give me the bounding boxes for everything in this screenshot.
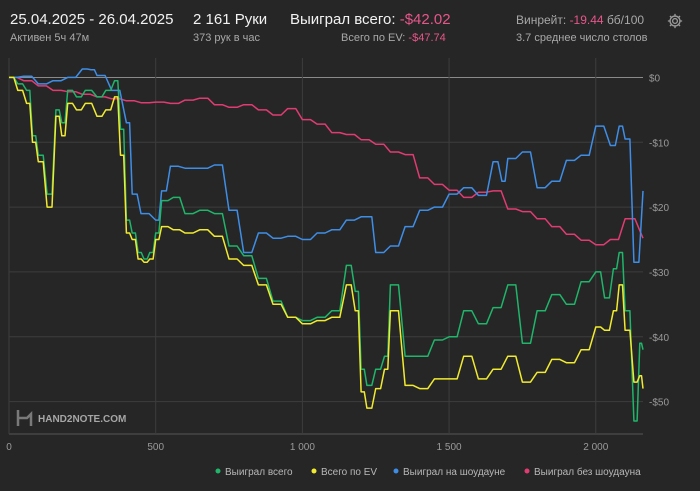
hands-per-hour: 373 рук в час bbox=[193, 32, 261, 44]
x-tick-label: 500 bbox=[147, 442, 164, 453]
legend-item: Выиграл на шоудауне bbox=[393, 467, 506, 478]
legend-dot bbox=[393, 468, 399, 474]
legend-dot bbox=[524, 468, 530, 474]
x-tick-label: 1 500 bbox=[437, 442, 462, 453]
won-total: Выиграл всего: -$42.02 bbox=[290, 11, 451, 28]
legend-item: Выиграл всего bbox=[215, 467, 293, 478]
legend-dot bbox=[215, 468, 221, 474]
legend-dot bbox=[311, 468, 317, 474]
x-tick-label: 0 bbox=[6, 442, 12, 453]
series-line-0 bbox=[9, 76, 644, 246]
avg-tables: 3.7 среднее число столов bbox=[516, 32, 648, 44]
chart-legend: Выиграл всего Всего по EV Выиграл на шоуда… bbox=[215, 466, 641, 478]
y-tick-label: -$50 bbox=[649, 398, 669, 409]
series-line-1 bbox=[9, 68, 644, 263]
watermark-logo: HAND2NOTE.COM bbox=[16, 410, 126, 426]
y-tick-label: -$10 bbox=[649, 138, 669, 149]
winrate: Винрейт: -19.44 бб/100 bbox=[516, 13, 644, 27]
legend-label: Выиграл всего bbox=[225, 467, 293, 478]
x-tick-label: 2 000 bbox=[583, 442, 608, 453]
chart-grid bbox=[8, 58, 643, 435]
ev-total: Всего по EV: -$47.74 bbox=[341, 32, 446, 44]
y-tick-label: $0 bbox=[649, 73, 661, 84]
legend-label: Выиграл без шоудауна bbox=[534, 466, 641, 478]
chart-series bbox=[9, 68, 644, 422]
legend-label: Всего по EV bbox=[321, 467, 377, 478]
winrate-label: Винрейт: bbox=[516, 13, 567, 27]
series-line-3 bbox=[9, 76, 644, 409]
legend-item: Выиграл без шоудауна bbox=[524, 466, 641, 478]
y-axis-ticks: $0 -$10 -$20 -$30 -$40 -$50 bbox=[649, 73, 669, 408]
active-time: Активен 5ч 47м bbox=[10, 32, 90, 44]
winrate-unit: бб/100 bbox=[606, 13, 645, 27]
profit-chart: $0 -$10 -$20 -$30 -$40 -$50 0 500 1 000 1 500 2 0… bbox=[6, 58, 669, 478]
y-tick-label: -$30 bbox=[649, 268, 669, 279]
y-tick-label: -$20 bbox=[649, 203, 669, 214]
won-total-label: Выиграл всего: bbox=[290, 11, 396, 28]
gear-icon[interactable] bbox=[666, 12, 684, 30]
winrate-value: -19.44 bbox=[569, 13, 604, 27]
won-total-value: -$42.02 bbox=[399, 11, 451, 28]
ev-total-value: -$47.74 bbox=[408, 32, 446, 44]
date-range: 25.04.2025 - 26.04.2025 bbox=[10, 11, 174, 28]
x-axis-ticks: 0 500 1 000 1 500 2 000 bbox=[6, 442, 608, 453]
series-line-2 bbox=[9, 76, 644, 422]
watermark-text: HAND2NOTE.COM bbox=[38, 414, 126, 425]
x-tick-label: 1 000 bbox=[290, 442, 315, 453]
summary-header: 25.04.2025 - 26.04.2025 Активен 5ч 47м 2… bbox=[0, 0, 700, 50]
hands-count: 2 161 Руки bbox=[193, 11, 268, 28]
y-tick-label: -$40 bbox=[649, 333, 669, 344]
ev-total-label: Всего по EV: bbox=[341, 32, 406, 44]
legend-label: Выиграл на шоудауне bbox=[403, 467, 506, 478]
legend-item: Всего по EV bbox=[311, 467, 377, 478]
